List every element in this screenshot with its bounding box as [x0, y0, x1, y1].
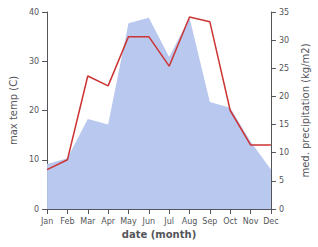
svg-text:0: 0 [279, 205, 284, 214]
svg-text:med. precipitation (kg/m2): med. precipitation (kg/m2) [300, 43, 311, 177]
svg-text:5: 5 [279, 176, 284, 185]
svg-text:max temp (C): max temp (C) [8, 76, 19, 145]
svg-text:Jan: Jan [40, 217, 53, 226]
svg-text:15: 15 [279, 120, 289, 129]
svg-text:Aug: Aug [182, 217, 198, 226]
svg-text:35: 35 [279, 8, 289, 17]
svg-text:Sep: Sep [202, 217, 217, 226]
svg-text:Apr: Apr [101, 217, 116, 226]
svg-text:Oct: Oct [223, 217, 237, 226]
svg-text:30: 30 [279, 36, 289, 45]
svg-text:10: 10 [279, 148, 289, 157]
svg-text:30: 30 [29, 57, 39, 66]
svg-text:20: 20 [279, 92, 289, 101]
svg-text:Feb: Feb [60, 217, 74, 226]
svg-text:May: May [120, 217, 137, 226]
svg-text:Dec: Dec [263, 217, 278, 226]
svg-text:40: 40 [29, 8, 39, 17]
svg-text:25: 25 [279, 64, 289, 73]
svg-text:0: 0 [34, 205, 39, 214]
svg-text:10: 10 [29, 155, 39, 164]
svg-text:Mar: Mar [80, 217, 96, 226]
svg-text:Jun: Jun [142, 217, 156, 226]
svg-text:Nov: Nov [243, 217, 259, 226]
svg-text:date (month): date (month) [122, 229, 196, 240]
svg-text:20: 20 [29, 106, 39, 115]
svg-text:Jul: Jul [163, 217, 174, 226]
